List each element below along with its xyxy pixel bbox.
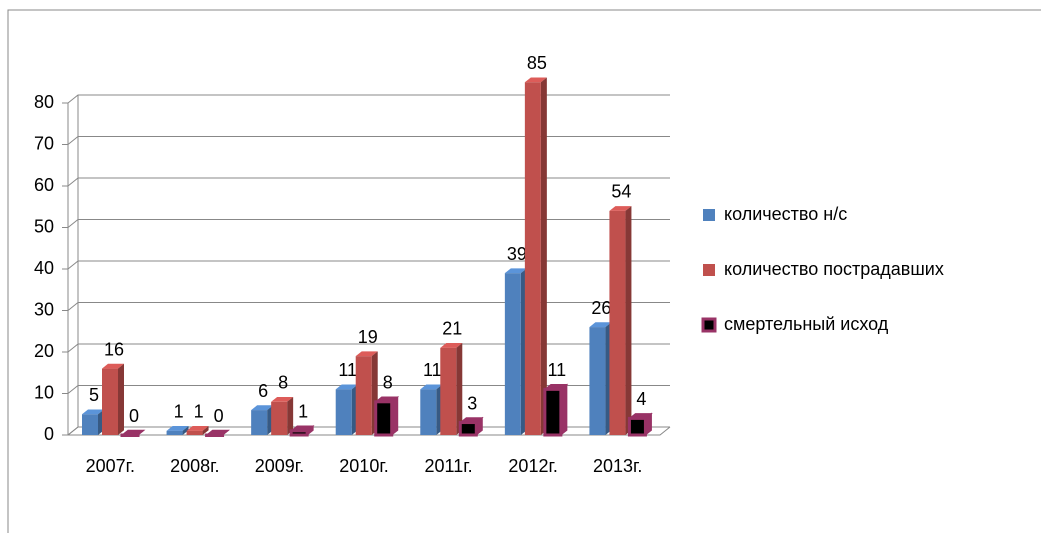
- bar-side: [118, 363, 124, 435]
- bar: [251, 410, 268, 435]
- bar: [166, 430, 183, 435]
- data-label: 1: [174, 402, 184, 422]
- bar-side: [202, 426, 209, 435]
- bar-top: [420, 384, 443, 390]
- data-label: 85: [527, 53, 547, 73]
- bar: [289, 429, 309, 437]
- grid-line: [67, 94, 670, 104]
- bar-side: [625, 206, 632, 435]
- bar: [524, 82, 541, 435]
- data-label: 5: [89, 385, 99, 405]
- x-tick-label: 2010г.: [339, 456, 388, 476]
- legend-label: смертельный исход: [724, 314, 889, 334]
- x-tick-label: 2013г.: [593, 456, 642, 476]
- bar: [102, 368, 118, 435]
- legend-label: количество н/с: [724, 204, 847, 224]
- bar: [120, 433, 140, 437]
- y-tick-label: 0: [44, 424, 54, 444]
- bar: [458, 421, 478, 437]
- bar-top: [271, 397, 294, 402]
- grid-line: [67, 177, 670, 187]
- data-label: 26: [591, 298, 611, 318]
- grid-line: [67, 343, 670, 353]
- data-label: 21: [442, 319, 462, 339]
- bar-top: [440, 343, 463, 348]
- bar-top: [504, 268, 527, 274]
- bar: [504, 273, 521, 435]
- bar-top: [524, 77, 547, 83]
- y-tick-label: 40: [34, 258, 54, 278]
- bar-top: [335, 384, 358, 390]
- bar-top: [355, 351, 378, 357]
- data-label: 19: [358, 327, 378, 347]
- bar-side: [540, 77, 547, 435]
- bar: [335, 389, 352, 435]
- data-label: 39: [507, 244, 527, 264]
- grid-line: [67, 302, 670, 311]
- data-label: 8: [278, 373, 288, 393]
- bar: [374, 400, 394, 437]
- bar: [205, 433, 225, 437]
- grid-line: [67, 136, 670, 145]
- bar-top: [186, 426, 209, 431]
- bar-side: [222, 429, 229, 436]
- data-label: 11: [423, 360, 442, 380]
- legend-swatch: [703, 264, 715, 276]
- data-label: 1: [298, 402, 308, 422]
- bar-side: [456, 343, 463, 435]
- x-tick-label: 2008г.: [170, 456, 219, 476]
- x-tick-label: 2012г.: [508, 456, 557, 476]
- bar: [627, 416, 647, 437]
- y-tick-label: 10: [34, 382, 54, 402]
- data-label: 4: [636, 389, 646, 409]
- bar: [609, 210, 626, 435]
- data-label: 16: [104, 339, 124, 359]
- y-tick-label: 30: [34, 299, 54, 319]
- y-tick-label: 80: [34, 92, 54, 112]
- bar-top: [609, 206, 632, 211]
- grid-line: [67, 260, 670, 270]
- legend-swatch: [703, 209, 715, 221]
- bar-top: [166, 426, 189, 431]
- bar: [420, 389, 437, 435]
- data-label: 3: [467, 393, 477, 413]
- x-tick-label: 2009г.: [255, 456, 304, 476]
- data-label: 11: [548, 360, 567, 380]
- bar-side: [182, 426, 189, 435]
- bar: [589, 327, 606, 435]
- bar: [82, 414, 98, 435]
- bar-side: [137, 429, 145, 436]
- grid-line: [67, 385, 670, 394]
- data-label: 8: [383, 373, 393, 393]
- bar-side: [287, 397, 294, 435]
- y-tick-label: 60: [34, 175, 54, 195]
- bar: [440, 347, 457, 435]
- bar-top: [82, 409, 104, 415]
- bar: [355, 356, 372, 435]
- data-label: 1: [194, 402, 204, 422]
- data-label: 0: [214, 406, 224, 426]
- legend-swatch: [701, 317, 717, 333]
- bar-top: [589, 322, 612, 328]
- x-tick-label: 2007г.: [86, 456, 135, 476]
- legend-label: количество пострадавших: [724, 259, 944, 279]
- data-label: 54: [611, 182, 631, 202]
- bar: [271, 401, 288, 435]
- bar: [543, 387, 563, 437]
- data-label: 6: [258, 381, 268, 401]
- y-tick-label: 70: [34, 133, 54, 153]
- bar-top: [102, 363, 124, 369]
- grid-line: [67, 219, 670, 228]
- x-tick-label: 2011г.: [425, 456, 473, 476]
- y-tick-label: 50: [34, 216, 54, 236]
- chart-frame: [7, 9, 1041, 533]
- bar: [186, 430, 203, 435]
- data-label: 11: [338, 360, 357, 380]
- y-tick-label: 20: [34, 341, 54, 361]
- data-label: 0: [129, 406, 139, 426]
- bar-top: [251, 405, 274, 411]
